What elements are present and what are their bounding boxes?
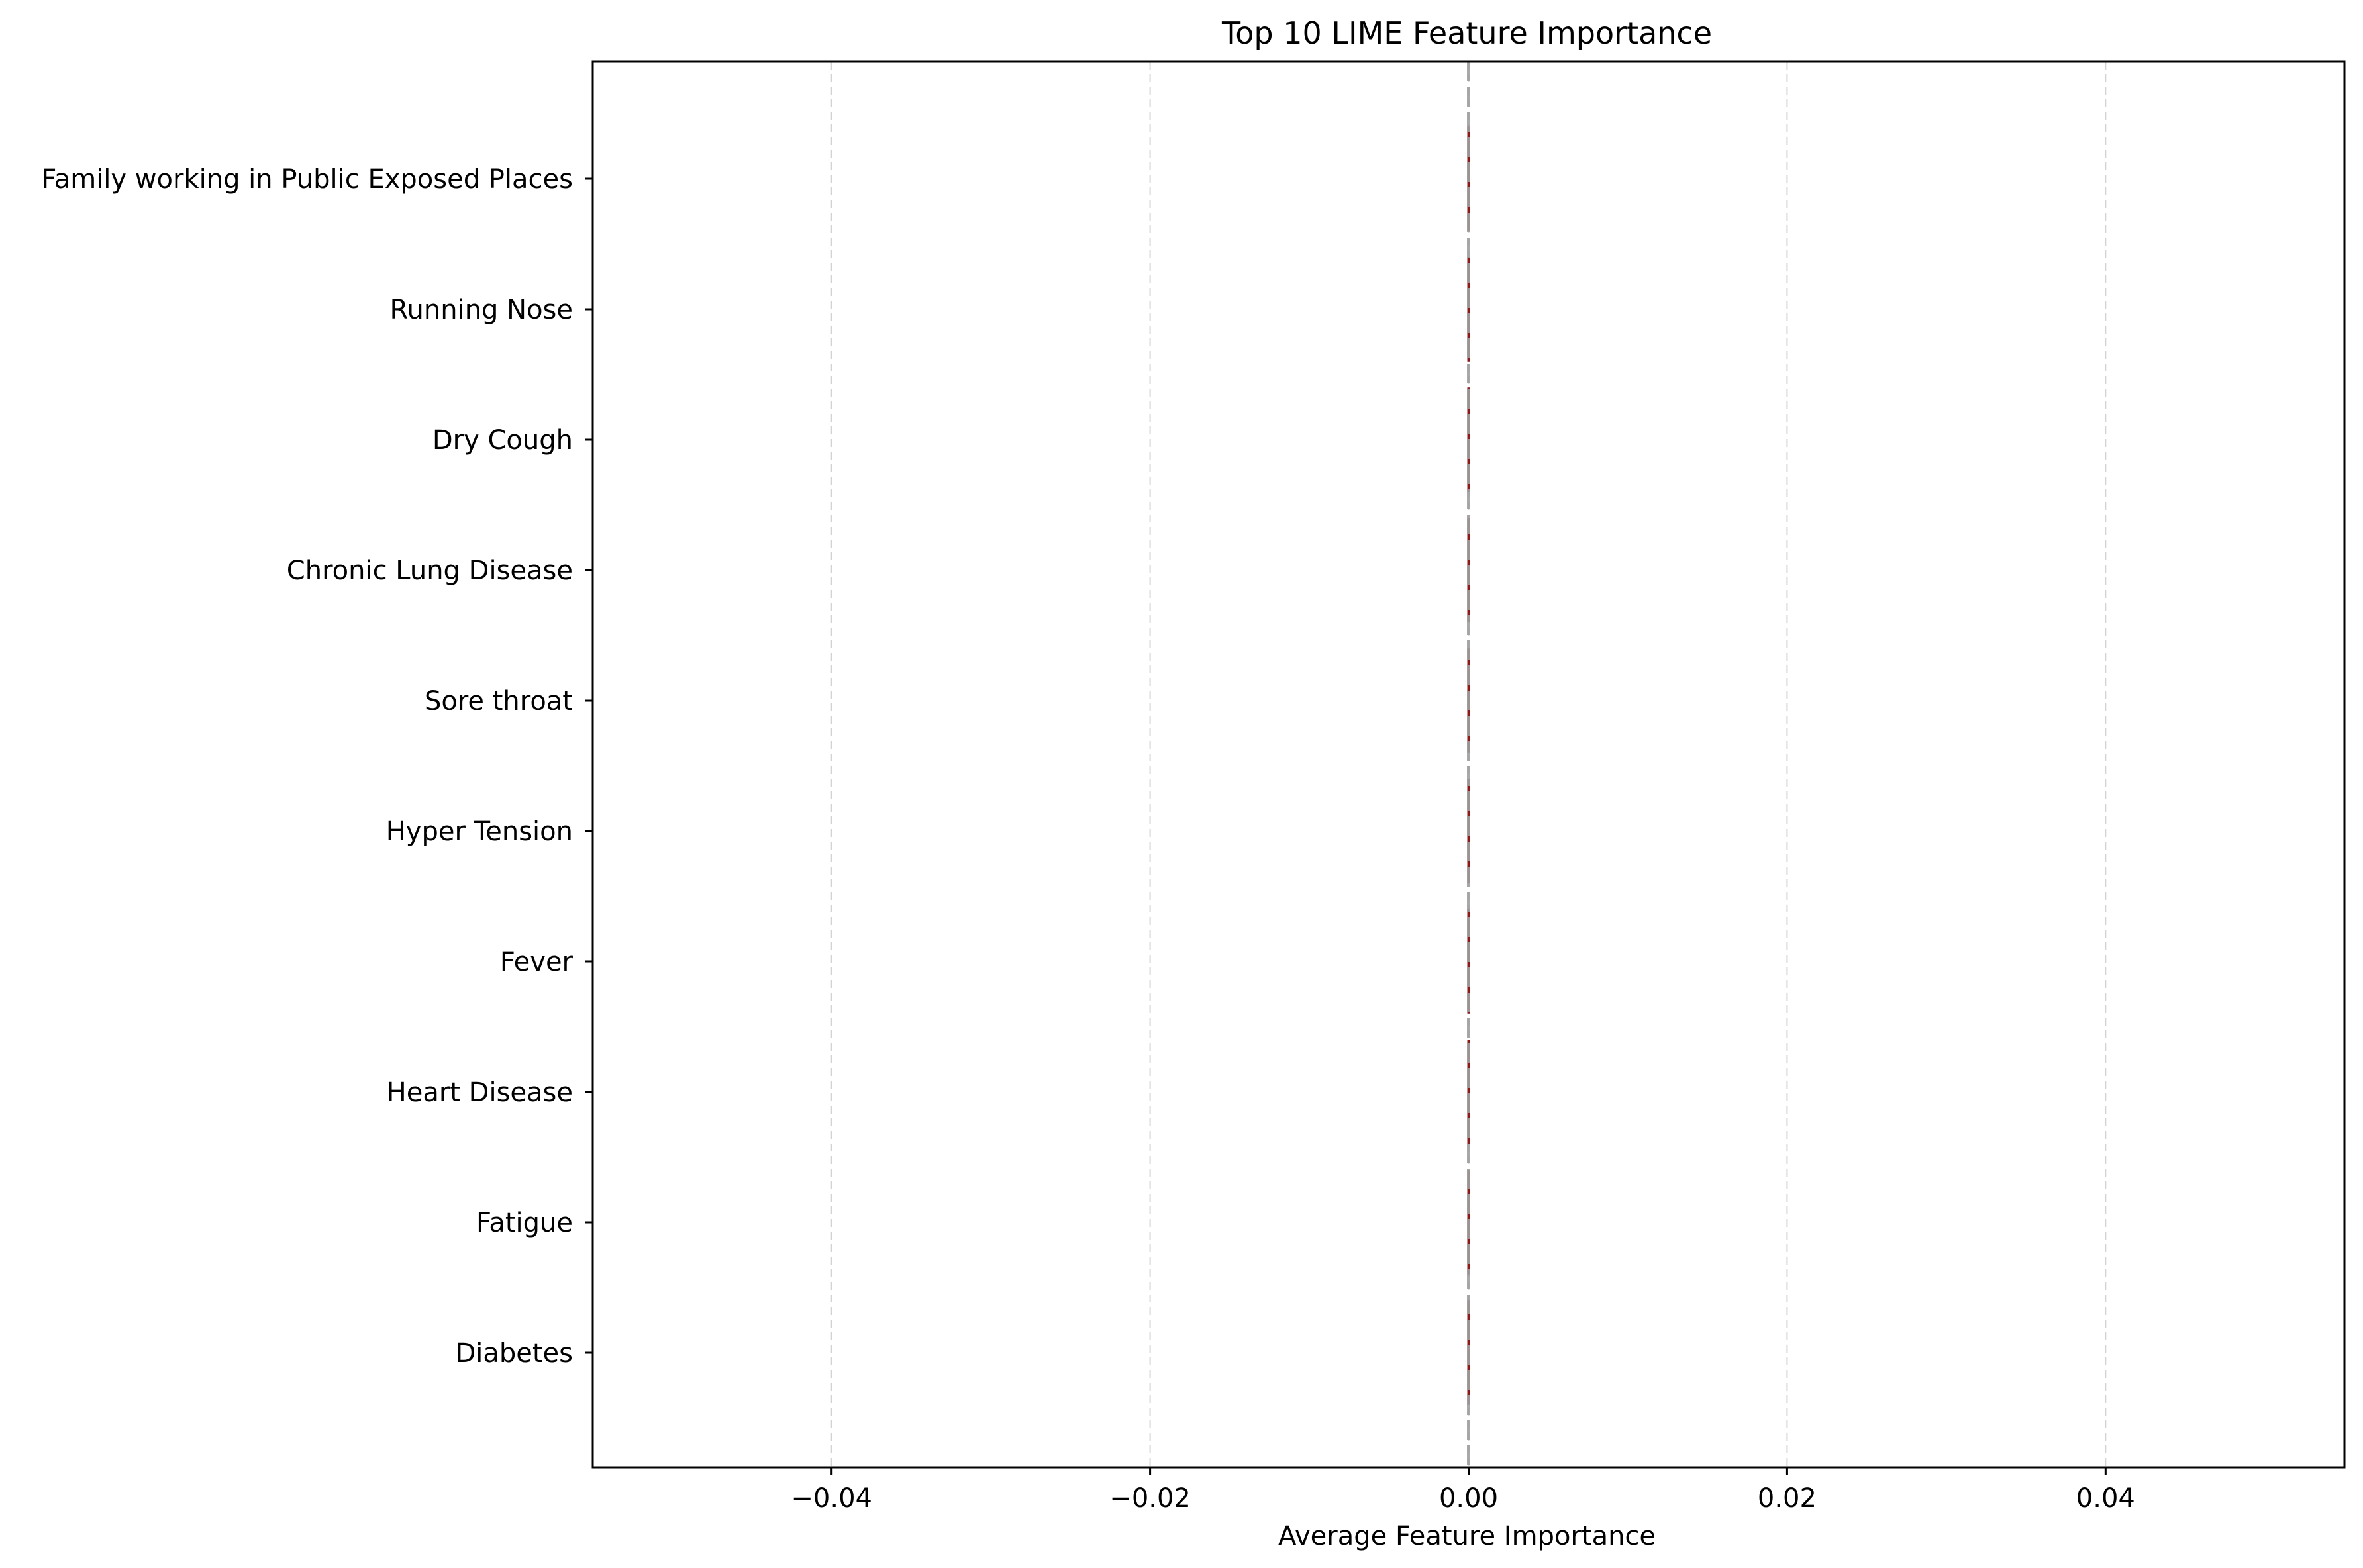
x-tick-label-4: 0.04 xyxy=(2076,1483,2135,1514)
x-axis-ticks: −0.04 −0.02 0.00 0.02 0.04 xyxy=(791,1467,2135,1514)
x-tick-label-2: 0.00 xyxy=(1439,1483,1498,1514)
y-tick-label-7: Heart Disease xyxy=(387,1077,573,1108)
chart-title: Top 10 LIME Feature Importance xyxy=(1221,15,1712,51)
x-tick-label-1: −0.02 xyxy=(1109,1483,1191,1514)
bar-1 xyxy=(1467,257,1470,362)
y-tick-label-4: Sore throat xyxy=(425,686,573,716)
x-tick-label-0: −0.04 xyxy=(791,1483,872,1514)
y-tick-label-2: Dry Cough xyxy=(432,425,573,456)
y-tick-label-9: Diabetes xyxy=(455,1338,573,1369)
y-tick-label-5: Hyper Tension xyxy=(386,816,573,847)
x-tick-label-3: 0.02 xyxy=(1758,1483,1817,1514)
bar-7 xyxy=(1467,1040,1470,1144)
y-tick-label-8: Fatigue xyxy=(476,1208,573,1238)
y-tick-label-0: Family working in Public Exposed Places xyxy=(41,164,573,195)
y-tick-label-6: Fever xyxy=(500,947,574,977)
y-tick-label-3: Chronic Lung Disease xyxy=(287,556,573,586)
y-axis-ticks: Family working in Public Exposed Places R… xyxy=(41,164,593,1369)
y-tick-label-1: Running Nose xyxy=(390,295,573,325)
x-axis-label: Average Feature Importance xyxy=(1278,1521,1656,1551)
